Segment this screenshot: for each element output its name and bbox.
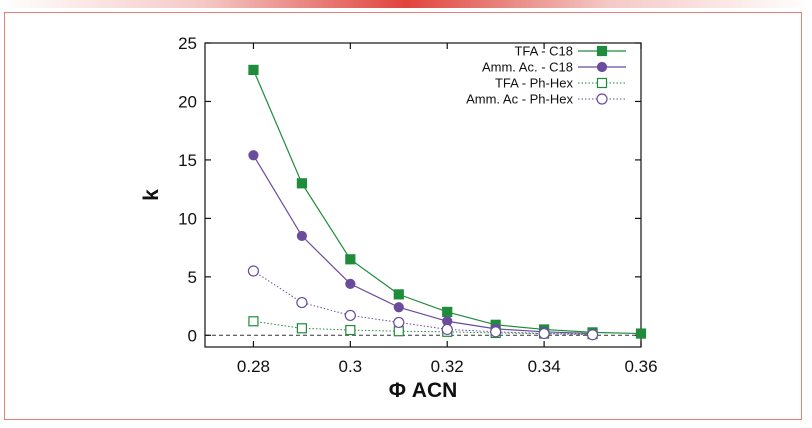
y-tick-label: 20	[178, 92, 197, 111]
x-tick-label: 0.32	[431, 357, 464, 376]
legend-marker	[596, 61, 608, 73]
data-point	[441, 323, 453, 336]
data-point	[635, 328, 647, 339]
data-point	[247, 265, 260, 277]
data-point	[586, 329, 599, 341]
y-tick-label: 25	[178, 34, 197, 53]
y-tick-label: 15	[178, 151, 197, 170]
legend-marker	[596, 93, 608, 105]
top-accent-bar	[0, 0, 812, 8]
legend-marker	[596, 77, 608, 89]
data-point	[296, 323, 307, 334]
data-point	[296, 230, 307, 242]
legend-marker	[596, 45, 608, 57]
series-line	[253, 270, 593, 336]
series-line	[252, 69, 642, 335]
series-amm-ac-ph-hex	[247, 265, 599, 341]
data-point	[296, 296, 308, 309]
y-axis-title: k	[140, 189, 163, 201]
legend-item: TFA - Ph-Hex	[495, 76, 626, 91]
legend-label: Amm. Ac. - C18	[482, 60, 573, 75]
data-point	[442, 306, 453, 318]
data-point	[393, 316, 405, 329]
data-point	[296, 178, 307, 189]
x-tick-label: 0.28	[237, 357, 270, 376]
legend-label: TFA - C18	[514, 44, 573, 59]
data-point	[345, 324, 356, 336]
series-line	[253, 320, 593, 335]
series-line	[252, 154, 593, 335]
data-point	[345, 254, 356, 265]
legend-item: Amm. Ac - Ph-Hex	[466, 92, 626, 107]
y-tick-label: 5	[188, 268, 197, 287]
data-point	[248, 64, 259, 75]
legend-item: TFA - C18	[514, 44, 626, 59]
legend-label: TFA - Ph-Hex	[495, 76, 574, 91]
x-tick-label: 0.34	[528, 357, 561, 376]
y-tick-label: 10	[178, 209, 197, 228]
legend-label: Amm. Ac - Ph-Hex	[466, 92, 573, 107]
series-tfa-c18	[248, 64, 647, 339]
x-tick-label: 0.3	[339, 357, 363, 376]
data-point	[393, 289, 404, 300]
x-tick-label: 0.36	[624, 357, 657, 376]
data-point	[538, 327, 550, 340]
data-point	[490, 326, 502, 338]
data-point	[248, 316, 259, 327]
data-point	[345, 278, 356, 289]
data-point	[393, 326, 404, 337]
plot-area	[204, 42, 642, 348]
x-axis-title: Φ ACN	[389, 379, 458, 402]
data-point	[248, 150, 259, 161]
legend-item: Amm. Ac. - C18	[482, 60, 626, 75]
y-tick-label: 0	[188, 326, 197, 345]
data-point	[393, 302, 404, 313]
data-point	[344, 309, 356, 322]
figure-frame	[4, 12, 802, 420]
series-group	[247, 64, 647, 341]
axes: 0.28 0.3 0.32 0.34 0.36 0 5 10 15 20 25	[178, 34, 657, 376]
